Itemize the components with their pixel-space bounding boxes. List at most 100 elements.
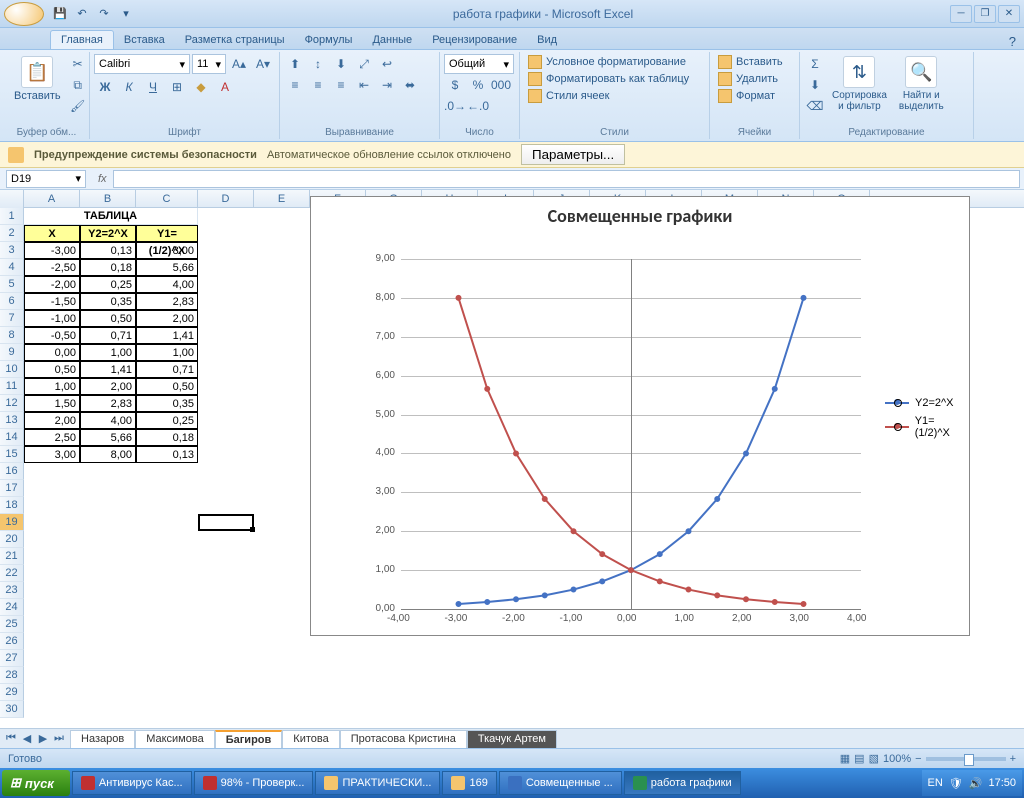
cell[interactable]: 0,50 xyxy=(136,378,198,395)
cell[interactable]: X xyxy=(24,225,80,242)
chart-marker[interactable] xyxy=(801,601,806,606)
row-header[interactable]: 20 xyxy=(0,531,24,548)
save-icon[interactable]: 💾 xyxy=(50,4,70,24)
chart-marker[interactable] xyxy=(772,600,777,605)
cell[interactable]: 0,50 xyxy=(24,361,80,378)
cell[interactable]: Y1=(1/2)^X xyxy=(136,225,198,242)
chart-marker[interactable] xyxy=(801,295,806,300)
row-header[interactable]: 1 xyxy=(0,208,24,225)
bold-button[interactable]: Ж xyxy=(94,77,116,97)
chart-marker[interactable] xyxy=(485,600,490,605)
autosum-icon[interactable]: Σ xyxy=(804,54,826,74)
row-header[interactable]: 11 xyxy=(0,378,24,395)
cell[interactable]: 4,00 xyxy=(136,276,198,293)
align-bottom-icon[interactable]: ⬇ xyxy=(330,54,352,74)
decrease-indent-icon[interactable]: ⇤ xyxy=(353,75,375,95)
clock[interactable]: 17:50 xyxy=(988,777,1016,789)
chart-series-line[interactable] xyxy=(459,298,804,604)
ribbon-tab-4[interactable]: Данные xyxy=(362,31,422,49)
cell[interactable]: 1,41 xyxy=(80,361,136,378)
ribbon-tab-2[interactable]: Разметка страницы xyxy=(175,31,295,49)
cell[interactable]: -3,00 xyxy=(24,242,80,259)
row-header[interactable]: 28 xyxy=(0,667,24,684)
align-center-icon[interactable]: ≡ xyxy=(307,75,329,95)
view-normal-icon[interactable]: ▦ xyxy=(840,752,850,765)
zoom-out-button[interactable]: − xyxy=(915,753,921,765)
font-color-button[interactable]: A xyxy=(214,77,236,97)
increase-indent-icon[interactable]: ⇥ xyxy=(376,75,398,95)
chart-marker[interactable] xyxy=(744,597,749,602)
chart-marker[interactable] xyxy=(744,451,749,456)
sort-filter-button[interactable]: ⇅ Сортировка и фильтр xyxy=(826,54,893,114)
chart-marker[interactable] xyxy=(542,496,547,501)
ribbon-tab-5[interactable]: Рецензирование xyxy=(422,31,527,49)
cut-icon[interactable]: ✂ xyxy=(67,54,89,74)
chart-marker[interactable] xyxy=(485,386,490,391)
chart-marker[interactable] xyxy=(657,552,662,557)
select-all-corner[interactable] xyxy=(0,190,24,208)
formula-input[interactable] xyxy=(113,170,1020,188)
grow-font-icon[interactable]: A▴ xyxy=(228,54,250,74)
cell[interactable]: 2,00 xyxy=(24,412,80,429)
cell[interactable]: 1,00 xyxy=(24,378,80,395)
font-name-select[interactable]: Calibri ▾ xyxy=(94,54,190,74)
start-button[interactable]: ⊞пуск xyxy=(2,770,70,796)
chart-marker[interactable] xyxy=(686,587,691,592)
orientation-icon[interactable]: ⤢ xyxy=(353,54,375,74)
cell[interactable]: 0,71 xyxy=(136,361,198,378)
cell[interactable]: 0,13 xyxy=(136,446,198,463)
cell[interactable]: 2,00 xyxy=(136,310,198,327)
sheet-nav-first-icon[interactable]: ⏮ xyxy=(4,732,18,745)
cell[interactable]: 5,66 xyxy=(136,259,198,276)
row-header[interactable]: 6 xyxy=(0,293,24,310)
cell[interactable]: -1,50 xyxy=(24,293,80,310)
chart-marker[interactable] xyxy=(571,529,576,534)
row-header[interactable]: 7 xyxy=(0,310,24,327)
row-header[interactable]: 15 xyxy=(0,446,24,463)
column-header[interactable]: D xyxy=(198,190,254,207)
cell-styles-button[interactable]: Стили ячеек xyxy=(524,88,613,104)
format-as-table-button[interactable]: Форматировать как таблицу xyxy=(524,71,693,87)
row-header[interactable]: 19 xyxy=(0,514,24,531)
align-right-icon[interactable]: ≡ xyxy=(330,75,352,95)
cell[interactable]: 0,25 xyxy=(136,412,198,429)
increase-decimal-icon[interactable]: .0→ xyxy=(444,96,466,116)
cell[interactable]: -0,50 xyxy=(24,327,80,344)
underline-button[interactable]: Ч xyxy=(142,77,164,97)
qat-dropdown-icon[interactable]: ▾ xyxy=(116,4,136,24)
cell[interactable]: 1,41 xyxy=(136,327,198,344)
tray-icon[interactable]: 🔊 xyxy=(969,777,983,790)
legend-item[interactable]: Y1=(1/2)^X xyxy=(885,415,969,439)
taskbar-item[interactable]: Совмещенные ... xyxy=(499,771,622,795)
row-header[interactable]: 4 xyxy=(0,259,24,276)
wrap-text-icon[interactable]: ↩ xyxy=(376,54,398,74)
cell[interactable]: 0,00 xyxy=(24,344,80,361)
row-header[interactable]: 8 xyxy=(0,327,24,344)
row-header[interactable]: 13 xyxy=(0,412,24,429)
sheet-tab[interactable]: Китова xyxy=(282,730,339,748)
row-header[interactable]: 12 xyxy=(0,395,24,412)
restore-button[interactable]: ❐ xyxy=(974,5,996,23)
number-format-select[interactable]: Общий ▾ xyxy=(444,54,514,74)
sheet-tab[interactable]: Ткачук Артем xyxy=(467,730,557,748)
cell[interactable]: 0,18 xyxy=(80,259,136,276)
sheet-tab[interactable]: Назаров xyxy=(70,730,135,748)
taskbar-item[interactable]: 169 xyxy=(442,771,496,795)
zoom-in-button[interactable]: + xyxy=(1010,753,1016,765)
sheet-tab[interactable]: Багиров xyxy=(215,730,283,748)
chart-marker[interactable] xyxy=(456,601,461,606)
cell[interactable]: 0,13 xyxy=(80,242,136,259)
ribbon-tab-3[interactable]: Формулы xyxy=(295,31,363,49)
chart-marker[interactable] xyxy=(600,579,605,584)
row-header[interactable]: 9 xyxy=(0,344,24,361)
security-options-button[interactable]: Параметры... xyxy=(521,144,625,165)
chart-marker[interactable] xyxy=(657,579,662,584)
row-header[interactable]: 17 xyxy=(0,480,24,497)
find-select-button[interactable]: 🔍 Найти и выделить xyxy=(893,54,950,114)
cell[interactable]: 0,50 xyxy=(80,310,136,327)
chart-marker[interactable] xyxy=(772,386,777,391)
column-header[interactable]: C xyxy=(136,190,198,207)
chart-marker[interactable] xyxy=(542,593,547,598)
chart-marker[interactable] xyxy=(629,568,634,573)
cell[interactable]: 0,18 xyxy=(136,429,198,446)
